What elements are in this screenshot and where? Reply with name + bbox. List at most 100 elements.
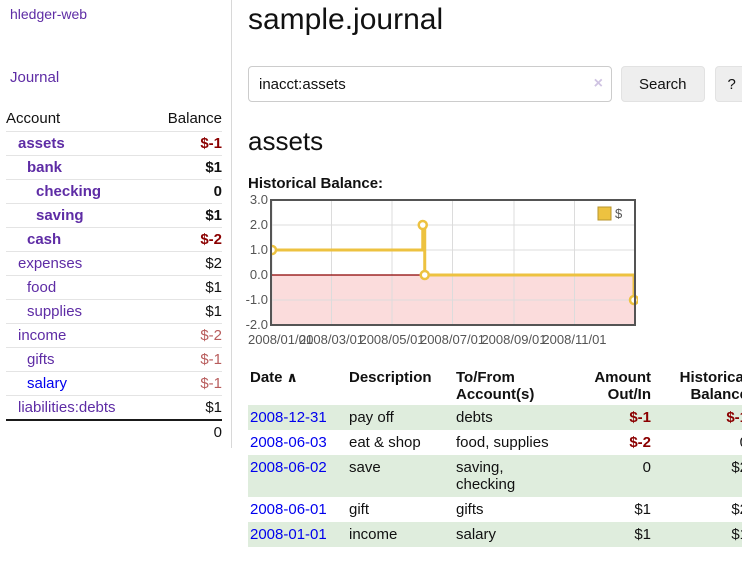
page-title: sample.journal xyxy=(248,3,444,36)
y-axis-label: -2.0 xyxy=(245,317,268,332)
account-row: gifts $-1 xyxy=(6,347,222,372)
x-axis-label: 2008/03/01 xyxy=(298,332,365,347)
historical-balance-chart[interactable]: $3.0 2.0 1.0 0.0 -1.0 -2.0 2008/01/01 2008/03/0… xyxy=(246,192,738,353)
x-axis-label: 2008/05/01 xyxy=(359,332,425,347)
transaction-amount: $-2 xyxy=(629,434,651,451)
data-point[interactable] xyxy=(419,269,430,281)
account-balance: $-1 xyxy=(150,131,222,156)
account-balance: 0 xyxy=(150,179,222,204)
chart-canvas[interactable]: $ xyxy=(270,199,638,329)
account-balance: $-2 xyxy=(150,227,222,252)
legend-swatch xyxy=(597,206,612,221)
brand-link[interactable]: hledger-web xyxy=(10,6,88,22)
account-link-gifts[interactable]: gifts xyxy=(27,351,55,368)
account-link-liabilities-debts[interactable]: liabilities:debts xyxy=(18,399,116,416)
transaction-amount: $-1 xyxy=(629,409,651,426)
clear-search-icon[interactable]: × xyxy=(593,75,603,92)
account-row: liabilities:debts $1 xyxy=(6,395,222,420)
y-axis-label: 1.0 xyxy=(249,242,268,257)
account-row: saving $1 xyxy=(6,203,222,228)
accounts-table: Account Balance assets $-1 bank $1 checking 0… xyxy=(6,107,222,444)
transaction-balance: 0 xyxy=(653,430,742,455)
register-table-body: 2008-12-31 pay off debts $-1 $-1 2008-06-03 ea… xyxy=(248,405,742,547)
account-balance: $-1 xyxy=(150,347,222,372)
transaction-accounts: gifts xyxy=(456,501,484,518)
transaction-accounts: saving, checking xyxy=(456,459,516,493)
transaction-description: income xyxy=(349,526,398,543)
account-balance: $-2 xyxy=(150,323,222,348)
account-balance: $1 xyxy=(150,299,222,324)
transaction-row[interactable]: 2008-06-01 gift gifts $1 $2 xyxy=(248,497,742,522)
account-link-cash[interactable]: cash xyxy=(27,231,62,248)
sort-ascending-icon: ∧ xyxy=(286,369,298,385)
account-link-assets[interactable]: assets xyxy=(18,135,65,152)
account-row: cash $-2 xyxy=(6,227,222,252)
y-axis-label: 3.0 xyxy=(249,192,268,207)
transaction-accounts: salary xyxy=(456,526,497,543)
search-form: × Search ? xyxy=(248,66,742,102)
transaction-date-link[interactable]: 2008-06-02 xyxy=(250,459,327,476)
legend-label: $ xyxy=(615,206,623,221)
transaction-row[interactable]: 2008-06-02 save saving, checking 0 $2 xyxy=(248,455,742,497)
search-box: × xyxy=(248,66,612,102)
transaction-description: save xyxy=(349,459,381,476)
transaction-amount: 0 xyxy=(642,459,651,476)
account-link-saving[interactable]: saving xyxy=(36,207,84,224)
sidebar-item-journal[interactable]: Journal xyxy=(10,69,60,86)
register-table: Date ∧ Description To/From Account(s) Amo… xyxy=(248,367,742,547)
account-link-expenses[interactable]: expenses xyxy=(18,255,83,272)
transaction-balance: $2 xyxy=(731,501,742,518)
account-row: bank $1 xyxy=(6,155,222,180)
account-balance: $1 xyxy=(150,155,222,180)
register-header-amount: Amount Out/In xyxy=(594,369,651,403)
transaction-date-link[interactable]: 2008-06-03 xyxy=(250,434,327,451)
account-row: checking 0 xyxy=(6,179,222,204)
account-row: salary $-1 xyxy=(6,371,222,396)
transaction-accounts: debts xyxy=(456,409,493,426)
sidebar: hledger-web Journal Account Balance asse… xyxy=(0,0,232,448)
account-row: income $-2 xyxy=(6,323,222,348)
transaction-balance: $2 xyxy=(731,459,742,476)
main-content: sample.journal × Search ? assets Histori… xyxy=(246,0,742,547)
account-link-bank[interactable]: bank xyxy=(27,159,63,176)
transaction-row[interactable]: 2008-01-01 income salary $1 $1 xyxy=(248,522,742,547)
transaction-date-link[interactable]: 2008-12-31 xyxy=(250,409,327,426)
search-input[interactable] xyxy=(248,66,612,102)
y-axis-label: 2.0 xyxy=(249,217,268,232)
search-button[interactable]: Search xyxy=(621,66,705,102)
account-link-salary[interactable]: salary xyxy=(27,375,68,392)
data-point[interactable] xyxy=(417,219,429,231)
account-balance: $1 xyxy=(150,275,222,300)
transaction-row[interactable]: 2008-12-31 pay off debts $-1 $-1 xyxy=(248,405,742,430)
accounts-header-account: Account xyxy=(6,110,61,127)
help-button[interactable]: ? xyxy=(714,66,742,102)
register-header-balance: Historical Balance xyxy=(679,369,742,403)
transaction-amount: $1 xyxy=(634,526,651,543)
x-axis-label: 2008/07/01 xyxy=(419,332,486,347)
account-link-supplies[interactable]: supplies xyxy=(27,303,83,320)
transaction-date-link[interactable]: 2008-01-01 xyxy=(250,526,327,543)
account-row: supplies $1 xyxy=(6,299,222,324)
transaction-balance: $-1 xyxy=(726,409,742,426)
register-header-accounts: To/From Account(s) xyxy=(456,369,535,403)
transaction-date-link[interactable]: 2008-06-01 xyxy=(250,501,327,518)
account-link-income[interactable]: income xyxy=(18,327,67,344)
account-balance: $2 xyxy=(150,251,222,276)
accounts-header-balance: Balance xyxy=(167,110,222,127)
transaction-accounts: food, supplies xyxy=(456,434,549,451)
transaction-amount: $1 xyxy=(634,501,651,518)
account-balance: $1 xyxy=(150,203,222,228)
y-axis-label: 0.0 xyxy=(249,267,268,282)
transaction-description: gift xyxy=(349,501,370,518)
register-header-description: Description xyxy=(349,369,432,386)
register-header-row: Date ∧ Description To/From Account(s) Amo… xyxy=(248,367,742,405)
transaction-row[interactable]: 2008-06-03 eat & shop food, supplies $-20 xyxy=(248,430,742,455)
account-balance: $-1 xyxy=(150,371,222,396)
account-heading: assets xyxy=(248,126,324,156)
transaction-description: eat & shop xyxy=(349,434,421,451)
account-link-food[interactable]: food xyxy=(27,279,57,296)
accounts-total-row: 0 xyxy=(6,419,222,444)
account-link-checking[interactable]: checking xyxy=(36,183,102,200)
account-row: assets $-1 xyxy=(6,131,222,156)
x-axis-label: 2008/11/01 xyxy=(542,332,607,347)
